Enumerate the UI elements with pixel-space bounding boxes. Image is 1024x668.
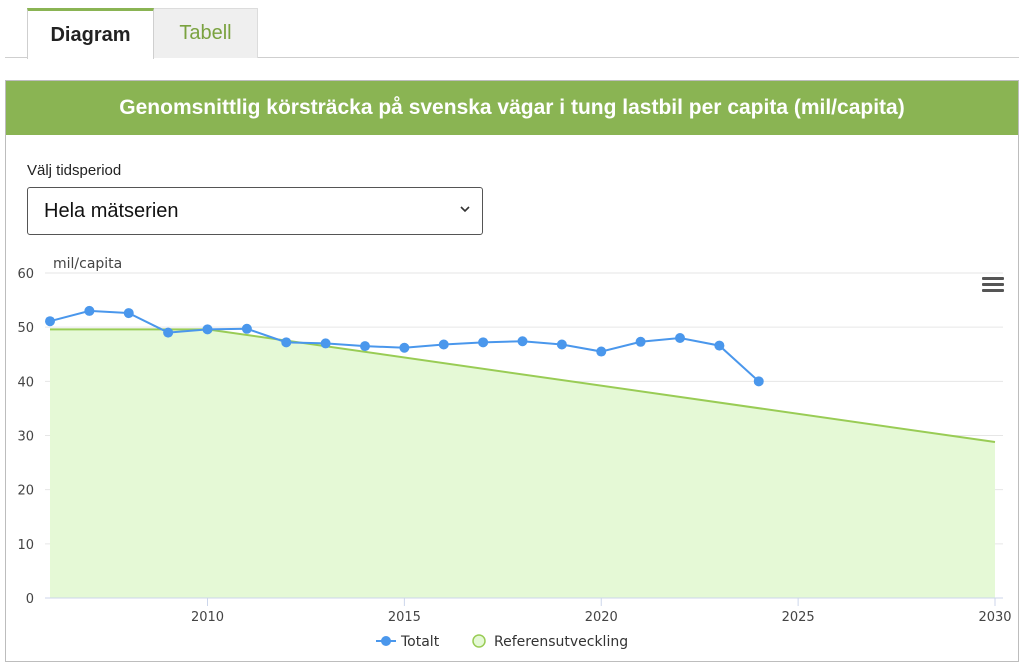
y-tick-label: 50: [17, 321, 34, 336]
legend-totalt-label[interactable]: Totalt: [400, 634, 440, 650]
legend-ref-marker: [472, 634, 486, 648]
tab-tabell[interactable]: Tabell: [154, 8, 258, 58]
totalt-point[interactable]: [556, 339, 567, 350]
period-select-value: Hela mätserien: [44, 199, 179, 222]
y-tick-label: 60: [17, 267, 34, 282]
totalt-point[interactable]: [163, 327, 174, 338]
totalt-point[interactable]: [281, 337, 292, 348]
y-tick-label: 10: [17, 538, 34, 553]
totalt-point[interactable]: [123, 308, 134, 319]
legend: Totalt Referensutveckling: [376, 634, 628, 650]
y-axis-label: mil/capita: [53, 256, 122, 272]
y-tick-label: 30: [17, 430, 34, 445]
totalt-point[interactable]: [753, 376, 764, 387]
tab-bar-divider: [5, 57, 1019, 58]
x-tick-label: 2025: [782, 610, 815, 625]
y-tick-label: 0: [26, 592, 34, 607]
totalt-point[interactable]: [438, 339, 449, 350]
totalt-point[interactable]: [84, 305, 95, 316]
legend-ref-label[interactable]: Referensutveckling: [494, 634, 628, 650]
chart-menu-icon[interactable]: [982, 277, 1004, 295]
period-select[interactable]: Hela mätserien: [27, 187, 483, 235]
totalt-point[interactable]: [714, 340, 725, 351]
totalt-point[interactable]: [320, 338, 331, 349]
totalt-point[interactable]: [478, 337, 489, 348]
totalt-point[interactable]: [360, 341, 370, 352]
x-tick-label: 2010: [191, 610, 224, 625]
y-tick-label: 20: [17, 484, 34, 499]
totalt-point[interactable]: [675, 333, 685, 343]
reference-series: [50, 328, 996, 598]
totalt-point[interactable]: [399, 342, 410, 353]
x-tick-label: 2030: [978, 610, 1011, 625]
y-tick-label: 40: [17, 375, 34, 390]
totalt-point[interactable]: [45, 316, 55, 327]
reference-area: [50, 329, 995, 598]
totalt-point[interactable]: [202, 324, 213, 335]
chevron-down-icon: [460, 206, 470, 213]
panel-header: Genomsnittlig körsträcka på svenska väga…: [6, 81, 1018, 135]
totalt-series: [45, 305, 764, 387]
legend-totalt-marker: [381, 636, 391, 646]
totalt-point[interactable]: [596, 346, 607, 357]
tab-bar: Diagram Tabell: [0, 0, 1024, 59]
totalt-point[interactable]: [635, 336, 646, 347]
totalt-point[interactable]: [517, 336, 528, 347]
x-tick-label: 2015: [388, 610, 421, 625]
totalt-point[interactable]: [241, 323, 252, 334]
chart-title: Genomsnittlig körsträcka på svenska väga…: [119, 96, 905, 119]
tab-diagram[interactable]: Diagram: [27, 8, 154, 59]
period-label: Välj tidsperiod: [27, 162, 122, 179]
chart-panel: Genomsnittlig körsträcka på svenska väga…: [5, 80, 1019, 662]
x-tick-label: 2020: [585, 610, 618, 625]
